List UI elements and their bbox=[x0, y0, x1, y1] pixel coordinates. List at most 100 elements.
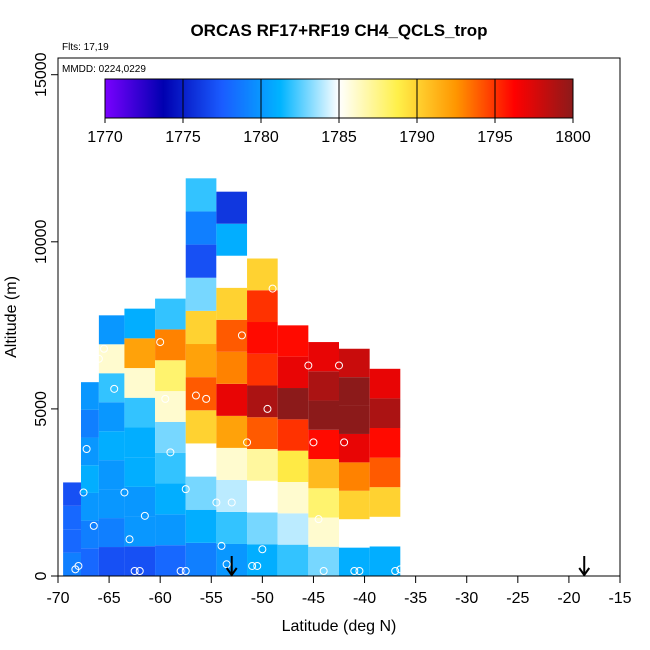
sample-point bbox=[258, 545, 267, 554]
sample-point bbox=[243, 438, 252, 447]
sample-point bbox=[99, 344, 108, 353]
heatmap-cell bbox=[277, 450, 309, 483]
heatmap-cell bbox=[216, 223, 248, 256]
heatmap-cell bbox=[369, 368, 401, 399]
heatmap-cell bbox=[308, 400, 339, 430]
heatmap-cell bbox=[80, 492, 99, 521]
heatmap-cell bbox=[185, 476, 217, 510]
y-tick-label: 15000 bbox=[33, 52, 50, 97]
x-axis-label: Latitude (deg N) bbox=[282, 618, 397, 635]
sample-point bbox=[406, 401, 415, 410]
heatmap-cell bbox=[155, 545, 186, 576]
x-tick-label: -45 bbox=[302, 590, 325, 607]
heatmap-cell bbox=[155, 298, 186, 330]
heatmap-cell bbox=[247, 353, 278, 386]
heatmap-cell bbox=[185, 211, 217, 245]
dates-note: MMDD: 0224,0229 bbox=[62, 64, 146, 75]
sample-point bbox=[166, 448, 175, 457]
sample-point bbox=[191, 391, 200, 400]
y-tick-label: 10000 bbox=[33, 219, 50, 264]
heatmap-cell bbox=[369, 516, 401, 547]
sample-point bbox=[309, 438, 318, 447]
heatmap-cell bbox=[216, 255, 248, 288]
heatmap-cell bbox=[277, 419, 309, 451]
down-arrow-icon bbox=[578, 556, 591, 577]
heatmap-cell bbox=[124, 308, 156, 339]
heatmap-cell bbox=[124, 397, 156, 428]
heatmap-cell bbox=[216, 287, 248, 320]
heatmap-cell bbox=[63, 505, 81, 530]
sample-point bbox=[263, 404, 272, 413]
heatmap-cell bbox=[247, 417, 278, 450]
heatmap-cell bbox=[98, 489, 125, 519]
sample-point bbox=[380, 351, 389, 360]
heatmap-cell bbox=[63, 482, 81, 506]
sample-point bbox=[396, 565, 405, 574]
heatmap-cell bbox=[98, 402, 125, 432]
colorbar-tick-label: 1790 bbox=[399, 129, 435, 146]
x-tick-label: -25 bbox=[506, 590, 529, 607]
x-tick-label: -35 bbox=[404, 590, 427, 607]
x-tick-label: -40 bbox=[353, 590, 376, 607]
heatmap-cell bbox=[339, 547, 370, 576]
heatmap-cell bbox=[216, 383, 248, 416]
heatmap-cell bbox=[80, 465, 99, 493]
x-axis: -70 -65 -60 -55 -50 -45 -40 -35 -30 -25 -20 -15 bbox=[46, 575, 632, 607]
y-axis: 0 5000 10000 15000 bbox=[33, 52, 59, 580]
heatmap-cell bbox=[98, 547, 125, 576]
sample-point bbox=[314, 515, 323, 524]
heatmap-cell bbox=[185, 443, 217, 477]
heatmap-cell bbox=[185, 344, 217, 378]
heatmap-cell bbox=[155, 421, 186, 453]
sample-point bbox=[350, 566, 359, 575]
sample-point bbox=[391, 566, 400, 575]
y-tick-label: 5000 bbox=[33, 391, 50, 427]
sample-point bbox=[82, 445, 91, 454]
latitude-arrows bbox=[225, 556, 591, 577]
heatmap-cell bbox=[277, 325, 309, 357]
heatmap-cell bbox=[185, 509, 217, 543]
colorbar-tick-label: 1795 bbox=[477, 129, 513, 146]
heatmap-cell bbox=[185, 410, 217, 444]
heatmap-cell bbox=[98, 344, 125, 374]
down-arrow-icon bbox=[225, 556, 238, 577]
heatmap-cell bbox=[308, 488, 339, 518]
heatmap-cell bbox=[98, 315, 125, 345]
heatmap-cell bbox=[339, 519, 370, 548]
heatmap-cell bbox=[155, 391, 186, 422]
x-tick-label: -50 bbox=[251, 590, 274, 607]
heatmap-cell bbox=[247, 544, 278, 576]
heatmap-cell bbox=[98, 518, 125, 548]
heatmap-cell bbox=[216, 479, 248, 512]
x-tick-label: -15 bbox=[608, 590, 631, 607]
heatmap-cell bbox=[339, 490, 370, 520]
sample-point bbox=[248, 561, 257, 570]
heatmap-cell bbox=[369, 487, 401, 517]
heatmap-cell bbox=[308, 546, 339, 576]
heatmap-cell bbox=[247, 290, 278, 323]
sample-point bbox=[253, 561, 262, 570]
colorbar-tick-label: 1785 bbox=[321, 129, 357, 146]
heatmap-cell bbox=[63, 529, 81, 553]
heatmap-cell bbox=[216, 319, 248, 352]
sample-point bbox=[156, 338, 165, 347]
heatmap-cell bbox=[80, 548, 99, 576]
heatmap-cell bbox=[369, 428, 401, 458]
y-tick-label: 0 bbox=[33, 571, 50, 580]
sample-point bbox=[304, 361, 313, 370]
heatmap-cell bbox=[339, 348, 370, 378]
heatmap-cell bbox=[247, 512, 278, 545]
sample-point bbox=[181, 566, 190, 575]
heatmap-cell bbox=[369, 546, 401, 576]
heatmap-cell bbox=[247, 385, 278, 418]
heatmap-cell bbox=[308, 459, 339, 489]
heatmap-cell bbox=[247, 449, 278, 481]
heatmap-cell bbox=[155, 452, 186, 484]
x-tick-label: -65 bbox=[98, 590, 121, 607]
x-tick-label: -20 bbox=[557, 590, 580, 607]
heatmap-cell bbox=[308, 371, 339, 401]
sample-point bbox=[140, 511, 149, 520]
heatmap-cell bbox=[124, 546, 156, 576]
sample-point bbox=[319, 566, 328, 575]
heatmap-cell bbox=[124, 516, 156, 547]
